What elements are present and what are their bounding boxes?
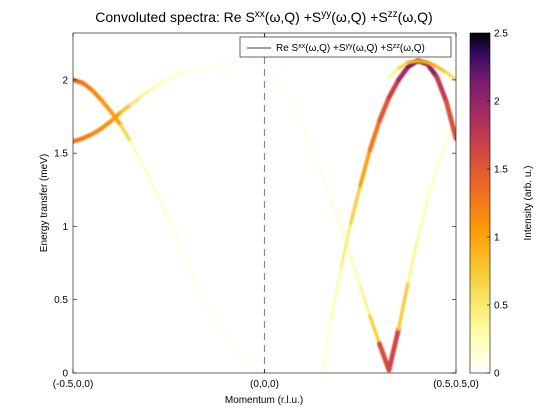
y-tick-label: 2 — [62, 75, 68, 86]
branch-segment — [368, 314, 382, 346]
branch-segment — [196, 65, 209, 70]
legend: Re Sxx(ω,Q) +Syy(ω,Q) +Szz(ω,Q) — [239, 36, 452, 58]
y-tick-label: 0 — [62, 369, 68, 380]
branch-segment — [358, 148, 372, 188]
branch-segment — [157, 77, 171, 86]
spectral-branch-5 — [387, 58, 456, 82]
spectral-branch-1 — [73, 77, 266, 373]
branch-segment — [186, 66, 199, 73]
heatmap-layer — [73, 58, 456, 373]
branch-segment — [99, 98, 114, 115]
branch-segment — [186, 263, 199, 287]
y-tick-label: 1.5 — [54, 149, 68, 160]
branch-segment — [330, 198, 343, 230]
branch-segment — [435, 140, 448, 170]
colorbar — [469, 32, 491, 374]
colorbar-tick-label: 2 — [494, 97, 500, 108]
branch-segment — [253, 367, 266, 373]
branch-segment — [301, 124, 314, 150]
colorbar-ticks: 0 0.5 1 1.5 2 2.5 — [487, 29, 508, 380]
branch-segment — [129, 140, 142, 161]
branch-segment — [119, 103, 133, 114]
branch-segment — [376, 95, 392, 124]
branch-segment — [386, 77, 401, 100]
branch-segment — [167, 219, 180, 244]
branch-segment — [263, 61, 276, 74]
x-axis-label: Momentum (r.l.u.) — [225, 395, 303, 406]
branch-segment — [244, 360, 257, 370]
branch-segment — [348, 183, 362, 226]
branch-segment — [205, 64, 218, 68]
branch-segment — [320, 172, 333, 202]
y-tick-label: 0.5 — [54, 295, 68, 306]
branch-segment — [234, 348, 247, 363]
colorbar-label: Intensity (arb. u.) — [523, 165, 534, 240]
y-tick-label: 1 — [62, 222, 68, 233]
branch-segment — [386, 326, 401, 373]
colorbar-tick-label: 0 — [494, 369, 500, 380]
branch-segment — [90, 88, 104, 103]
branch-segment — [434, 74, 449, 105]
branch-segment — [330, 266, 343, 319]
branch-segment — [387, 66, 400, 79]
branch-segment — [109, 110, 123, 123]
y-axis-ticks: 0 0.5 1 1.5 2 — [54, 75, 456, 380]
x-tick-label: (-0.5,0,0) — [53, 379, 94, 390]
colorbar-tick-label: 1.5 — [494, 165, 508, 176]
chart-title: Convoluted spectra: Re Sxx(ω,Q) +Syy(ω,Q… — [95, 9, 432, 26]
branch-segment — [416, 198, 429, 240]
branch-segment — [148, 82, 161, 92]
x-axis-ticks: (-0.5,0,0) (0,0,0) (0.5,0.5,0) — [53, 33, 479, 390]
branch-segment — [339, 222, 353, 269]
branch-segment — [272, 71, 285, 89]
branch-segment — [435, 64, 449, 75]
branch-segment — [119, 123, 133, 144]
branch-segment — [406, 236, 420, 284]
branch-segment — [396, 280, 410, 331]
branch-segment — [292, 103, 304, 127]
branch-segment — [320, 316, 333, 373]
branch-segment — [225, 61, 237, 65]
branch-segment — [349, 255, 362, 288]
branch-segment — [128, 95, 142, 107]
branch-segment — [367, 118, 382, 153]
branch-segment — [358, 285, 372, 318]
branch-segment — [177, 69, 190, 76]
legend-entry: Re Sxx(ω,Q) +Syy(ω,Q) +Szz(ω,Q) — [276, 43, 425, 55]
x-tick-label: (0.5,0.5,0) — [433, 379, 479, 390]
branch-segment — [167, 72, 180, 80]
branch-segment — [444, 99, 456, 141]
x-tick-label: (0,0,0) — [250, 379, 279, 390]
branch-segment — [215, 62, 228, 67]
spectral-branch-2 — [73, 61, 266, 144]
branch-segment — [148, 176, 161, 200]
branch-segment — [138, 88, 152, 99]
colorbar-tick-label: 2.5 — [494, 29, 508, 40]
branch-segment — [396, 64, 411, 83]
y-axis-label: Energy transfer (meV) — [39, 154, 50, 252]
branch-segment — [205, 302, 218, 323]
branch-segment — [311, 147, 324, 175]
branch-segment — [138, 157, 151, 180]
branch-segment — [282, 86, 295, 106]
spectral-branch-4 — [320, 58, 456, 373]
colorbar-tick-label: 1 — [494, 233, 500, 244]
branch-segment — [444, 70, 456, 82]
branch-segment — [225, 336, 237, 351]
branch-segment — [157, 197, 170, 222]
branch-segment — [177, 241, 190, 266]
branch-segment — [425, 166, 439, 202]
colorbar-tick-label: 0.5 — [494, 301, 508, 312]
spectral-branch-3 — [263, 61, 456, 373]
branch-segment — [424, 61, 440, 80]
branch-segment — [215, 320, 228, 339]
branch-segment — [376, 341, 392, 373]
legend-box — [239, 36, 452, 58]
branch-segment — [196, 283, 209, 306]
